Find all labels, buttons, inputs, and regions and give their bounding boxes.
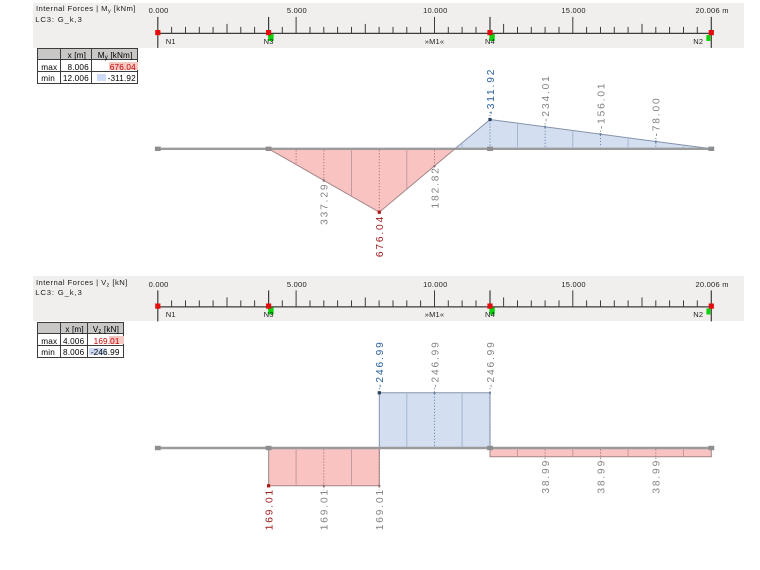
svg-text:-156.01: -156.01 [596,82,607,130]
svg-text:169.01: 169.01 [320,488,331,530]
svg-text:182.82: 182.82 [430,166,441,208]
svg-text:38.99: 38.99 [596,459,607,494]
svg-text:169.01: 169.01 [264,488,275,530]
svg-text:-246.99: -246.99 [486,340,497,388]
svg-text:38.99: 38.99 [652,459,663,494]
svg-text:-246.99: -246.99 [375,340,386,388]
svg-text:-234.01: -234.01 [541,74,552,122]
svg-text:-246.99: -246.99 [430,340,441,388]
svg-text:337.29: 337.29 [320,183,331,225]
svg-text:169.01: 169.01 [375,488,386,530]
svg-text:-311.92: -311.92 [486,68,497,115]
svg-text:-78.00: -78.00 [652,97,663,137]
svg-text:676.04: 676.04 [375,215,386,257]
svg-text:38.99: 38.99 [541,459,552,494]
